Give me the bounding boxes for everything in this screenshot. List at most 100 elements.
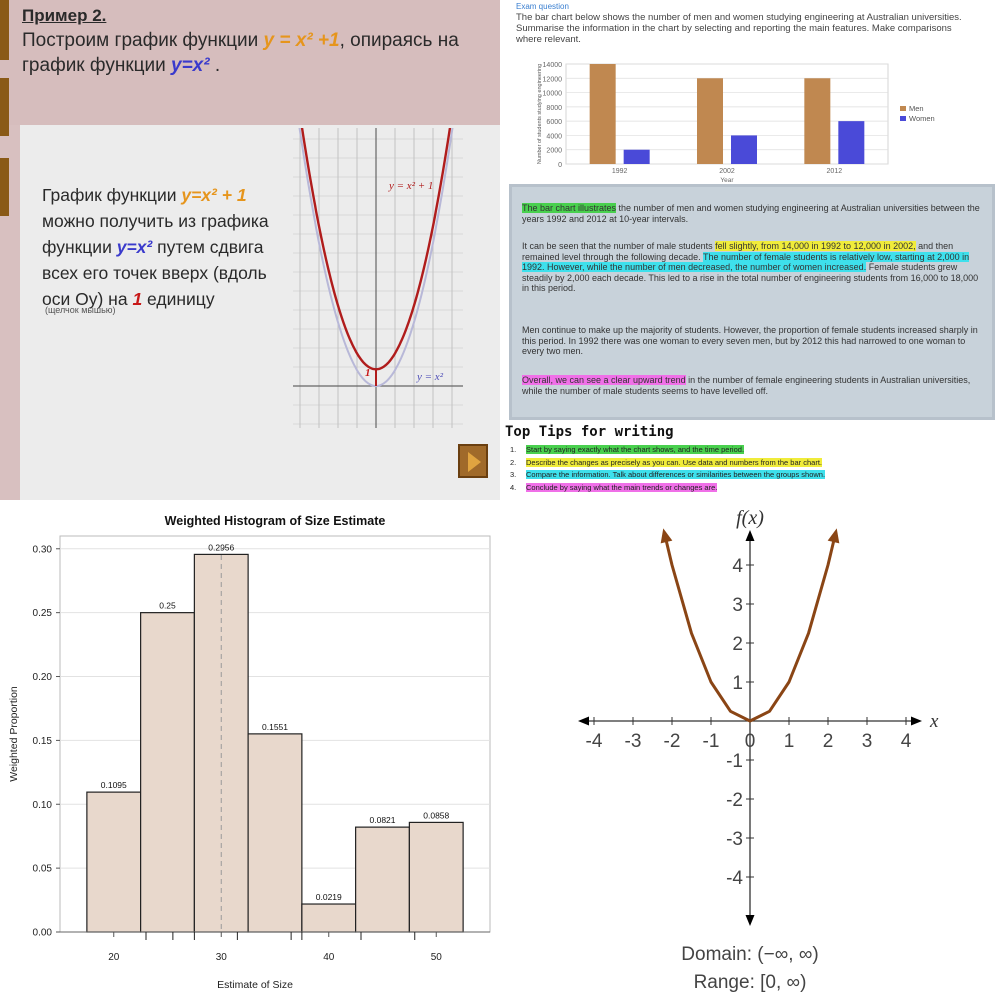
bar-x-axis-title: Year [720,177,734,184]
weighted-histogram: Weighted Histogram of Size Estimate 0.00 0… [8,514,491,991]
essay-paragraph-1: The bar chart illustrates the number of … [522,203,984,224]
left-arrow-icon [578,716,589,726]
histogram-bar [355,826,410,933]
bar-y-tick-label: 14000 [543,62,563,69]
down-arrow-icon [745,915,755,926]
bar-x-tick-label: 2012 [827,168,843,175]
right-arrow-icon [911,716,922,726]
x-tick-label: -2 [664,731,681,752]
histogram-bar [408,821,464,933]
essay-text: in the number of female engineering stud… [522,375,971,396]
up-arrow-icon [745,530,755,541]
desc-part: График функции [42,185,182,205]
essay-highlight: fell slightly, from 14,000 in 1992 to 12… [715,241,916,251]
legend-label-men: Men [909,104,924,113]
example-label: Пример 2. [22,6,107,25]
x-tick-label: -1 [703,731,720,752]
bar-y-tick-label: 12000 [543,76,563,83]
slide-title-bar [0,0,500,125]
tip-number: 2. [510,457,517,467]
y-tick-label: -4 [726,868,743,889]
bar-x-tick-label: 2002 [719,168,735,175]
essay-text: Men continue to make up the majority of … [522,325,978,356]
x-tick-label: 3 [862,731,873,752]
task-mid: , опираясь на график функции [22,30,459,76]
task-end: . [209,55,221,76]
task-text: Построим график функции y = x² +1, опира… [22,28,492,78]
curve-right-arrow-icon [827,528,840,544]
tip-number: 1. [510,445,517,454]
bar-y-tick-label: 4000 [546,133,562,140]
histogram-y-tick-label: 0.10 [33,800,53,811]
tips-title: Top Tips for writing [505,424,674,440]
play-arrow-icon [468,452,481,472]
bar-x-tick-label: 1992 [612,168,628,175]
essay-panel: Exam question The bar chart below shows … [500,0,1000,500]
histogram-y-tick-label: 0.30 [33,544,53,555]
legend-swatch [900,116,906,121]
histogram-y-tick-label: 0.20 [33,672,53,683]
tip-number: 3. [510,470,517,479]
slide-side-tab [0,158,9,216]
shift-value-label: 1 [365,367,371,379]
slide-side-tab [0,0,9,60]
desc-part: единицу [142,289,215,309]
histogram-x-axis-title: Estimate of Size [217,979,293,991]
x-tick-label: 4 [901,731,912,752]
x-tick-label: 0 [745,731,756,752]
histogram-title: Weighted Histogram of Size Estimate [165,514,386,528]
desc-func: y=x² + 1 [181,185,247,205]
y-tick-label: 1 [732,673,743,694]
tip-text: Describe the changes as precisely as you… [526,457,822,467]
y-tick-label: -1 [726,751,743,772]
tip-item: 4. Conclude by saying what the main trend… [504,482,994,493]
histogram-value-label: 0.0821 [370,815,396,825]
tip-item: 1. Start by saying exactly what the chart… [504,444,994,455]
tip-item: 3. Compare the information. Talk about di… [504,469,994,480]
essay-text: and then remained level through the foll… [522,241,954,262]
histogram-value-label: 0.0219 [316,892,342,902]
histogram-y-tick-label: 0.00 [33,928,53,939]
essay-highlight: The bar chart illustrates [522,203,617,213]
histogram-bar [86,791,142,933]
bar-women [731,135,757,164]
y-axis-label: f(x) [736,507,764,529]
histogram-x-tick-label: 50 [431,952,443,963]
y-tick-label: -3 [726,829,743,850]
bar-women [838,121,865,164]
essay-paragraph-3: Men continue to make up the majority of … [522,325,984,357]
histogram-x-tick-label: 30 [216,952,228,963]
essay-paragraph-4: Overall, we can see a clear upward trend… [522,375,984,396]
x-axis-label: x [929,711,939,732]
slide-parabola-graph: 1 y = x² + 1 y = x² [293,128,463,428]
range-label: Range: [0, ∞) [693,972,807,993]
legend-label-women: Women [909,114,935,123]
histogram-value-label: 0.1551 [262,722,288,732]
histogram-bar [247,733,303,933]
task-base-func: y=x² [171,55,210,76]
bar-y-tick-label: 10000 [543,91,563,98]
histogram-y-tick-label: 0.15 [33,736,53,747]
essay-text: It can be seen that the number of male s… [522,241,716,251]
bar-y-tick-label: 2000 [546,148,562,155]
bar-men [697,78,723,164]
slide-graph-bg [293,128,463,428]
base-curve-label: y = x² [416,371,444,383]
histogram-y-axis-title: Weighted Proportion [8,686,20,782]
histogram-x-tick-label: 40 [323,952,335,963]
essay-paragraph-2: It can be seen that the number of male s… [522,241,984,294]
y-tick-label: 3 [732,595,743,616]
slide-description: График функции y=x² + 1 можно получить и… [42,182,292,312]
next-slide-button[interactable] [458,444,488,478]
histogram-panel: Weighted Histogram of Size Estimate 0.00 0… [0,500,500,1000]
x-tick-label: -4 [586,731,603,752]
students-bar-chart: 0 2000 4000 6000 8000 10000 12000 14000 1992 2002… [537,62,935,184]
y-tick-label: 2 [732,634,743,655]
desc-part: можно получить из графика функции [42,211,269,257]
tip-number: 4. [510,482,517,492]
desc-shift-number: 1 [132,289,143,309]
question-title: Exam question [516,2,569,11]
histogram-x-tick-label: 20 [108,952,120,963]
histogram-y-tick-label: 0.25 [33,608,53,619]
